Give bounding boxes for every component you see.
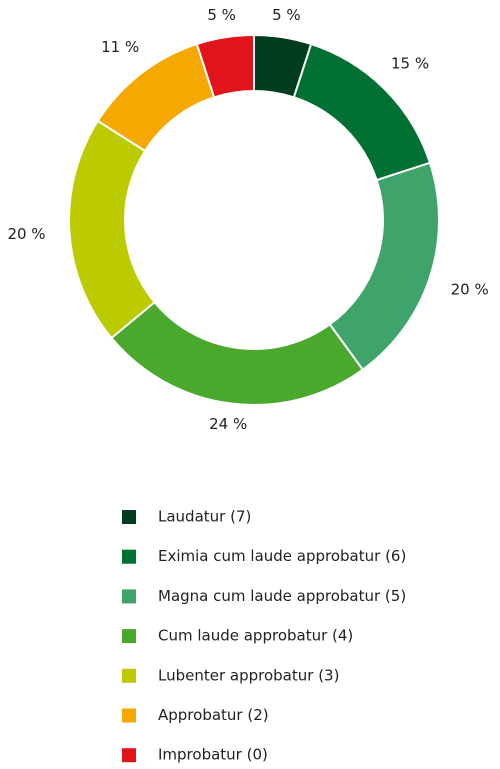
donut-segment <box>68 119 157 340</box>
legend-label: Lubenter approbatur (3) <box>158 666 339 684</box>
legend-swatch <box>122 629 136 644</box>
legend-swatch <box>122 549 136 564</box>
legend-swatch <box>122 589 136 604</box>
data-label: 11 % <box>101 38 139 56</box>
legend-swatch <box>122 668 136 683</box>
legend-label: Laudatur (7) <box>158 508 251 526</box>
donut-segment <box>328 161 440 372</box>
legend-label: Approbatur (2) <box>158 706 269 724</box>
data-label: 15 % <box>391 54 429 72</box>
legend-label: Cum laude approbatur (4) <box>158 627 353 645</box>
legend-swatch <box>122 510 136 524</box>
legend-swatch <box>122 708 136 723</box>
donut-segment <box>110 300 365 406</box>
data-label: 24 % <box>209 415 247 433</box>
data-label: 20 % <box>451 281 489 299</box>
legend-label: Magna cum laude approbatur (5) <box>158 587 406 605</box>
donut-segment <box>195 33 255 99</box>
legend-swatch <box>122 748 136 763</box>
data-label: 5 % <box>207 6 236 24</box>
data-label: 5 % <box>272 6 301 24</box>
legend-label: Eximia cum laude approbatur (6) <box>158 547 406 565</box>
data-label: 20 % <box>7 225 45 243</box>
legend-label: Improbatur (0) <box>158 746 268 764</box>
